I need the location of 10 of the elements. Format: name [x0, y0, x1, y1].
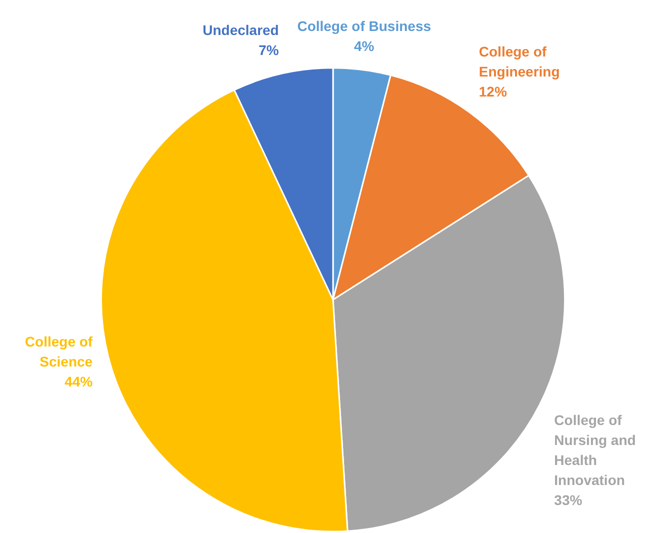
slice-label: Undeclared [202, 22, 279, 38]
data-label: 7% [258, 42, 280, 58]
slice-label: College of Science [24, 333, 93, 370]
slice-label: College of Engineering [478, 43, 560, 80]
slice-label: College of Nursing and Health Innovation [554, 412, 636, 488]
data-label: 44% [64, 373, 94, 390]
slice-label: College of Business [297, 18, 432, 34]
data-label: 4% [354, 38, 375, 54]
data-label: 33% [554, 492, 583, 508]
data-label: 12% [478, 83, 508, 100]
